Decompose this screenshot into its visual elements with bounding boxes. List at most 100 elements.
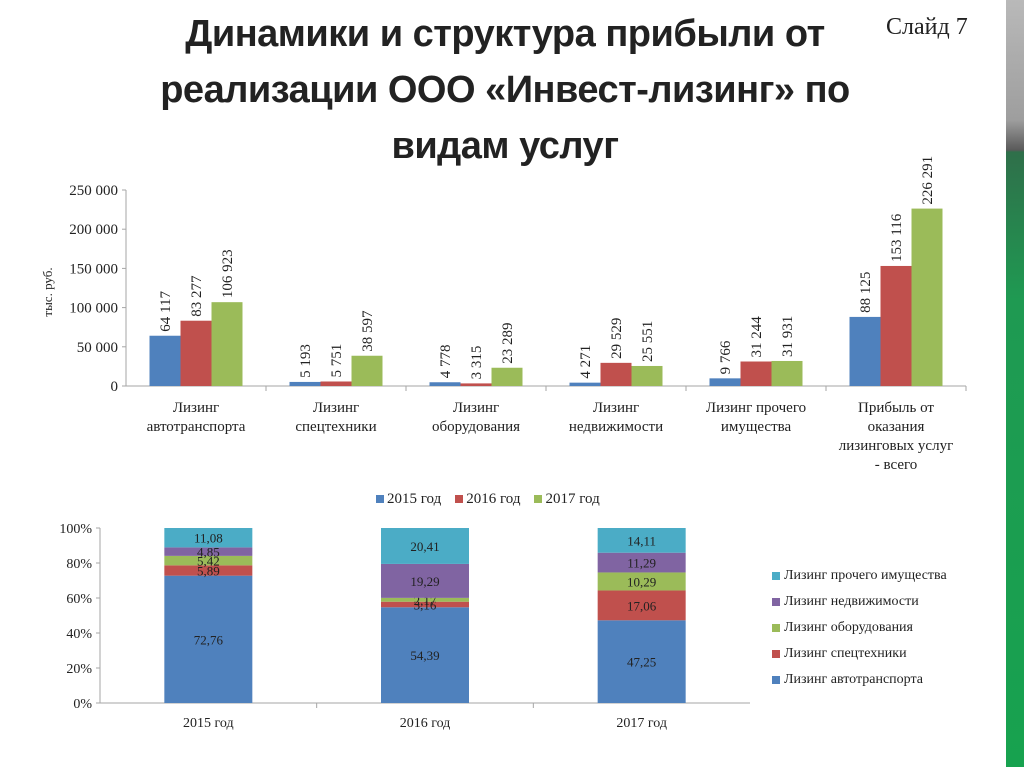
legend-label: 2017 год	[545, 490, 600, 507]
chart1-legend: 2015 год 2016 год 2017 год	[376, 489, 600, 509]
chart1-y-tick-label: 250 000	[69, 183, 118, 199]
chart2-data-label: 20,41	[410, 539, 439, 554]
chart2-data-label: 10,29	[627, 574, 656, 589]
legend-label: Лизинг недвижимости	[784, 594, 919, 609]
chart1-bar	[460, 383, 492, 386]
chart1-bar	[771, 360, 803, 386]
legend-swatch	[772, 650, 780, 658]
chart2-legend-item: Лизинг прочего имущества	[772, 563, 992, 589]
legend-swatch	[455, 495, 464, 503]
chart1-bar	[211, 302, 243, 386]
chart1-category-label: Лизинг	[453, 400, 499, 416]
chart1-data-label: 38 597	[360, 310, 376, 352]
legend-label: 2015 год	[387, 490, 442, 507]
legend-label: Лизинг оборудования	[784, 620, 913, 635]
chart1-data-label: 4 271	[578, 345, 594, 379]
chart1-category-label: лизинговых услуг	[839, 438, 953, 454]
chart2-segment	[597, 620, 686, 703]
chart1-bar	[180, 320, 212, 386]
legend-swatch	[772, 572, 780, 580]
chart2-legend-item: Лизинг недвижимости	[772, 589, 992, 615]
chart2-data-label: 72,76	[194, 632, 224, 647]
chart1-category-label: оборудования	[432, 419, 520, 435]
chart2-segment	[164, 528, 253, 548]
legend-label: Лизинг спецтехники	[784, 646, 907, 661]
chart1-data-label: 9 766	[718, 340, 734, 374]
legend-label: 2016 год	[466, 490, 521, 507]
chart2-segment	[164, 575, 253, 703]
chart1-data-label: 29 529	[609, 318, 625, 359]
chart2-segment	[381, 601, 469, 608]
chart1-data-label: 83 277	[189, 275, 205, 317]
chart2-y-tick-label: 60%	[66, 592, 92, 607]
chart1-data-label: 31 931	[780, 316, 796, 357]
chart1-data-label: 3 315	[469, 346, 485, 380]
chart1-data-label: 153 116	[889, 213, 905, 262]
slide-title: Динамики и структура прибыли от реализац…	[160, 13, 850, 167]
chart2-data-label: 11,29	[627, 556, 656, 571]
chart1-category-label: Лизинг	[313, 400, 359, 416]
chart2-legend-item: Лизинг автотранспорта	[772, 667, 992, 693]
chart1-legend-item: 2017 год	[534, 490, 600, 508]
chart2-segment	[381, 597, 469, 602]
chart1-y-tick-label: 100 000	[69, 301, 118, 317]
chart2-legend-item: Лизинг оборудования	[772, 615, 992, 641]
chart2-data-label: 4,85	[197, 545, 220, 560]
chart2-y-tick-label: 0%	[73, 697, 92, 712]
chart1-y-axis-title: тыс. руб.	[40, 267, 55, 316]
chart1-data-label: 23 289	[500, 322, 516, 363]
chart1-data-label: 64 117	[158, 291, 174, 332]
chart1-category-label: - всего	[875, 457, 918, 473]
chart1-y-tick-label: 200 000	[69, 222, 118, 238]
chart2-data-label: 17,06	[627, 598, 657, 613]
chart2-y-tick-label: 40%	[66, 627, 92, 642]
chart2-segment	[381, 528, 469, 564]
chart1-category-label: недвижимости	[569, 419, 663, 435]
legend-swatch	[772, 598, 780, 606]
legend-swatch	[772, 676, 780, 684]
decorative-side-rail	[1006, 0, 1024, 767]
chart1-bar	[429, 382, 461, 386]
chart1-category-label: оказания	[868, 419, 925, 435]
legend-label: Лизинг автотранспорта	[784, 672, 923, 687]
chart1-data-label: 25 551	[640, 321, 656, 362]
chart2-data-label: 14,11	[627, 533, 656, 548]
chart2-segment	[381, 563, 469, 598]
chart2-segment	[164, 565, 253, 576]
chart1-bar	[911, 208, 943, 386]
chart1-bar	[631, 365, 663, 386]
chart1-data-label: 88 125	[858, 272, 874, 313]
chart2-data-label: 19,29	[410, 574, 439, 589]
chart1-data-label: 5 193	[298, 344, 314, 378]
chart1-category-label: автотранспорта	[147, 419, 246, 435]
chart1-legend-item: 2016 год	[455, 491, 520, 508]
chart2-segment	[597, 572, 686, 591]
chart1-data-label: 106 923	[220, 249, 236, 298]
chart2-data-label: 54,39	[410, 648, 439, 663]
chart1-category-label: спецтехники	[295, 419, 376, 435]
chart2-y-tick-label: 80%	[66, 557, 92, 572]
chart1-data-label: 31 244	[749, 316, 765, 358]
chart1-category-label: имущества	[721, 419, 792, 435]
chart2-category-label: 2016 год	[400, 716, 451, 731]
chart2-segment	[597, 552, 686, 573]
chart1-bar	[740, 361, 772, 386]
chart1-data-label: 226 291	[920, 156, 936, 205]
chart1-y-tick-label: 150 000	[69, 261, 118, 277]
chart2-segment	[597, 590, 686, 621]
chart1-bar	[351, 355, 383, 386]
chart1-bar	[320, 381, 352, 386]
chart1-bar	[849, 316, 881, 386]
chart1-category-label: Лизинг прочего	[706, 400, 806, 416]
chart2-data-label: 5,42	[197, 554, 220, 569]
chart2-segment	[164, 547, 253, 556]
legend-label: Лизинг прочего имущества	[784, 568, 947, 583]
legend-swatch	[534, 495, 543, 503]
chart2-legend-item: Лизинг спецтехники	[772, 641, 992, 667]
chart1-legend-item: 2015 год	[376, 491, 441, 508]
chart1-category-label: Прибыль от	[858, 400, 934, 416]
chart2-data-label: 11,08	[194, 531, 223, 546]
chart2-legend: Лизинг прочего имущества Лизинг недвижимо…	[772, 563, 992, 693]
chart2-category-label: 2015 год	[183, 716, 234, 731]
